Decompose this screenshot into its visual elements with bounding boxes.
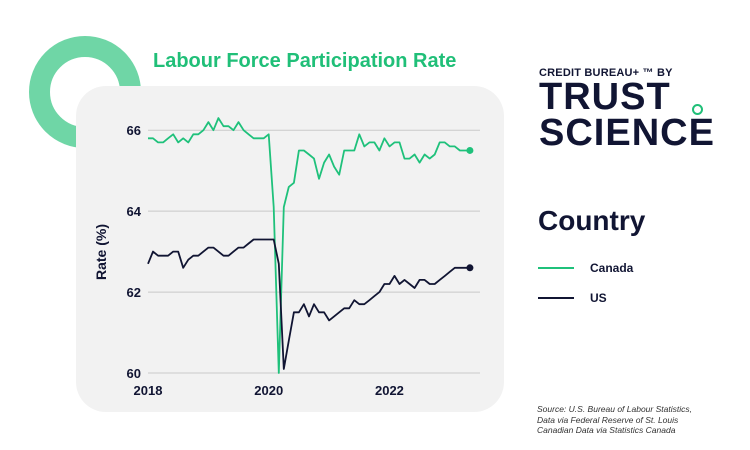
series-endpoint-canada (466, 146, 474, 154)
chart-title: Labour Force Participation Rate (153, 50, 457, 72)
y-tick-label-64: 64 (127, 204, 142, 219)
legend-swatch-canada (538, 267, 574, 269)
y-tick-label-60: 60 (127, 366, 141, 381)
grid-lines (148, 129, 480, 374)
source-line-2: Data via Federal Reserve of St. Louis (537, 414, 679, 425)
y-tick-labels: 60 62 64 66 (127, 123, 142, 381)
chart-legend: Country Canada US (538, 205, 645, 313)
x-tick-label-2020: 2020 (254, 383, 283, 398)
series-line-us (147, 238, 470, 370)
brand-logo: CREDIT BUREAU+ ™ BY TRUST SCIENCE (539, 67, 715, 154)
brand-word-science: SCIENCE (539, 112, 715, 154)
brand-word-trust: TRUST (539, 76, 671, 118)
series-line-canada (148, 117, 470, 374)
brand-dot-icon (692, 104, 703, 115)
legend-title: Country (538, 205, 646, 236)
series-lines (147, 117, 474, 374)
series-endpoint-us (466, 264, 474, 272)
x-tick-label-2018: 2018 (134, 383, 163, 398)
chart-card (76, 86, 504, 412)
source-line-3: Canadian Data via Statistics Canada (537, 425, 676, 435)
legend-swatch-us (538, 297, 574, 299)
x-tick-labels: 2018 2020 2022 (134, 383, 404, 398)
source-note: Source: U.S. Bureau of Labour Statistics… (537, 404, 692, 436)
legend-label-canada: Canada (590, 261, 634, 275)
x-tick-label-2022: 2022 (375, 383, 404, 398)
y-tick-label-62: 62 (127, 285, 141, 300)
legend-label-us: US (590, 291, 607, 305)
y-tick-label-66: 66 (127, 123, 141, 138)
brand-tagline: CREDIT BUREAU+ ™ BY (539, 67, 673, 79)
source-line-1: Source: U.S. Bureau of Labour Statistics… (537, 404, 692, 414)
legend-item-us: US (538, 283, 645, 313)
y-axis-label: Rate (%) (93, 224, 109, 280)
legend-item-canada: Canada (538, 253, 645, 283)
